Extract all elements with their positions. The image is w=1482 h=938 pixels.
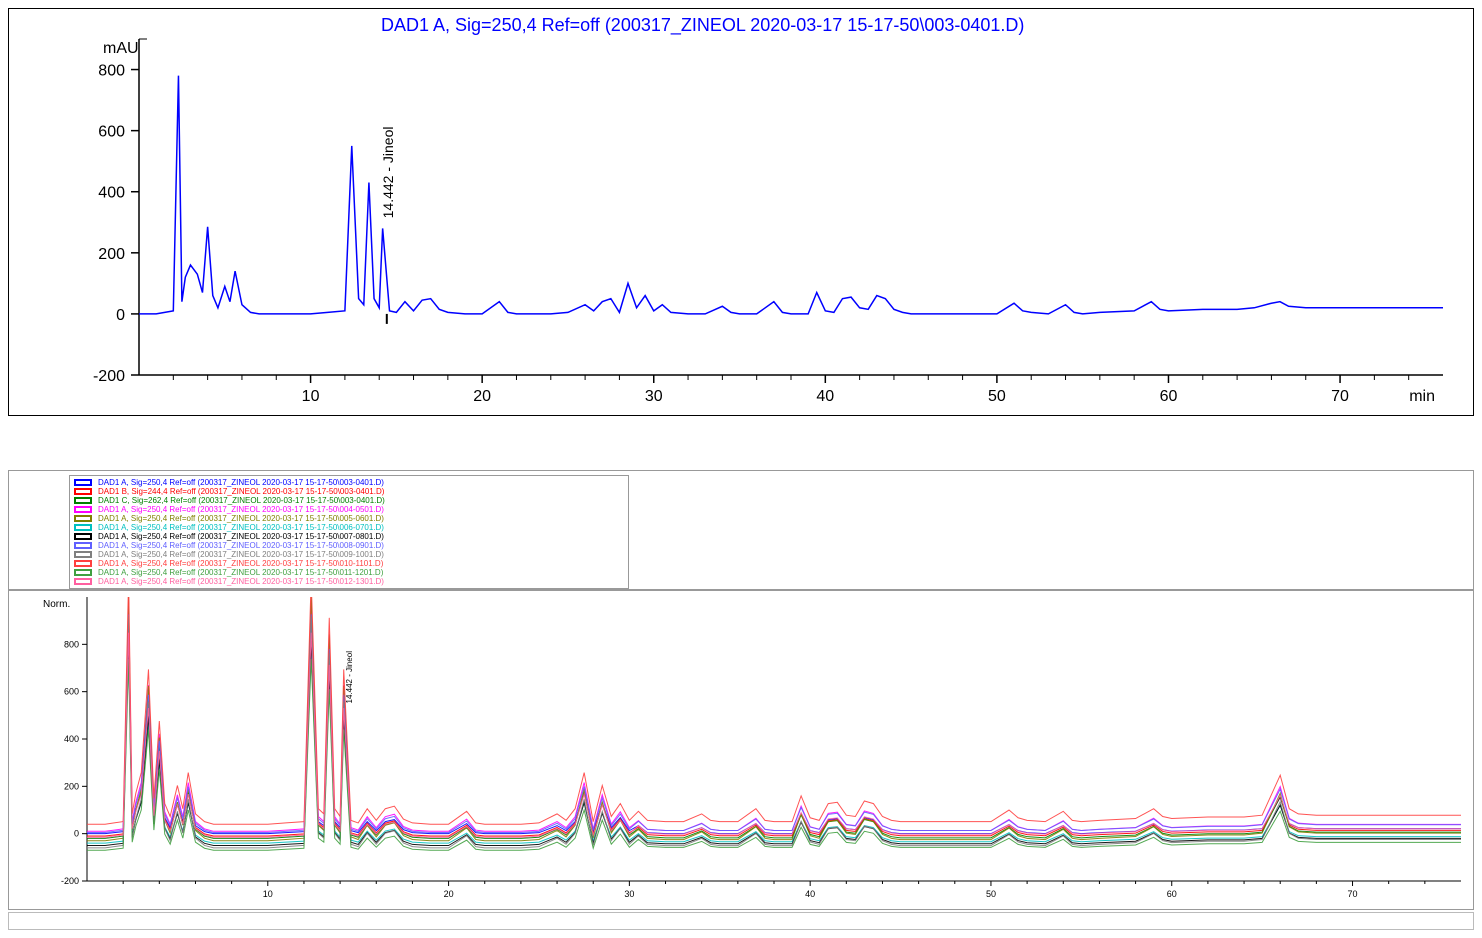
svg-text:70: 70 <box>1331 388 1349 405</box>
legend-swatch <box>74 506 92 513</box>
svg-text:50: 50 <box>986 889 996 899</box>
legend-row: DAD1 A, Sig=250,4 Ref=off (200317_ZINEOL… <box>74 541 624 550</box>
svg-text:-200: -200 <box>61 876 79 886</box>
bottom-chart-svg: -200 0 200 400 600 800 Norm. 10 20 30 40 50 60 70 14.4… <box>9 591 1473 909</box>
svg-text:-200: -200 <box>93 368 125 385</box>
legend-label: DAD1 A, Sig=250,4 Ref=off (200317_ZINEOL… <box>98 568 383 577</box>
svg-text:400: 400 <box>64 734 79 744</box>
svg-text:70: 70 <box>1348 889 1358 899</box>
legend-swatch <box>74 569 92 576</box>
legend-swatch <box>74 515 92 522</box>
svg-text:mAU: mAU <box>103 40 139 57</box>
svg-text:0: 0 <box>116 307 125 324</box>
legend-row: DAD1 A, Sig=250,4 Ref=off (200317_ZINEOL… <box>74 577 624 586</box>
legend-label: DAD1 A, Sig=250,4 Ref=off (200317_ZINEOL… <box>98 541 384 550</box>
legend-swatch <box>74 551 92 558</box>
legend-row: DAD1 A, Sig=250,4 Ref=off (200317_ZINEOL… <box>74 550 624 559</box>
legend-row: DAD1 A, Sig=250,4 Ref=off (200317_ZINEOL… <box>74 478 624 487</box>
legend-swatch <box>74 542 92 549</box>
top-chart-panel: DAD1 A, Sig=250,4 Ref=off (200317_ZINEOL… <box>8 8 1474 416</box>
svg-text:800: 800 <box>64 639 79 649</box>
legend-row: DAD1 C, Sig=262,4 Ref=off (200317_ZINEOL… <box>74 496 624 505</box>
legend-label: DAD1 A, Sig=250,4 Ref=off (200317_ZINEOL… <box>98 532 384 541</box>
legend-row: DAD1 A, Sig=250,4 Ref=off (200317_ZINEOL… <box>74 532 624 541</box>
svg-text:200: 200 <box>64 781 79 791</box>
legend-swatch <box>74 578 92 585</box>
svg-text:60: 60 <box>1167 889 1177 899</box>
legend-row: DAD1 A, Sig=250,4 Ref=off (200317_ZINEOL… <box>74 559 624 568</box>
svg-text:10: 10 <box>263 889 273 899</box>
svg-text:14.442 - Jineol: 14.442 - Jineol <box>380 127 396 219</box>
legend-row: DAD1 B, Sig=244,4 Ref=off (200317_ZINEOL… <box>74 487 624 496</box>
svg-text:DAD1 A, Sig=250,4 Ref=off (200: DAD1 A, Sig=250,4 Ref=off (200317_ZINEOL… <box>381 15 1024 36</box>
svg-text:10: 10 <box>302 388 320 405</box>
legend-label: DAD1 A, Sig=250,4 Ref=off (200317_ZINEOL… <box>98 559 383 568</box>
svg-text:min: min <box>1409 388 1435 405</box>
svg-text:30: 30 <box>645 388 663 405</box>
svg-text:600: 600 <box>64 687 79 697</box>
svg-text:600: 600 <box>98 124 125 141</box>
svg-text:30: 30 <box>624 889 634 899</box>
legend-label: DAD1 C, Sig=262,4 Ref=off (200317_ZINEOL… <box>98 496 385 505</box>
svg-text:800: 800 <box>98 63 125 80</box>
svg-text:60: 60 <box>1160 388 1178 405</box>
top-chart-svg: DAD1 A, Sig=250,4 Ref=off (200317_ZINEOL… <box>9 9 1473 415</box>
svg-text:200: 200 <box>98 246 125 263</box>
legend-label: DAD1 A, Sig=250,4 Ref=off (200317_ZINEOL… <box>98 514 384 523</box>
svg-text:50: 50 <box>988 388 1006 405</box>
legend-swatch <box>74 479 92 486</box>
legend-label: DAD1 A, Sig=250,4 Ref=off (200317_ZINEOL… <box>98 505 384 514</box>
legend-row: DAD1 A, Sig=250,4 Ref=off (200317_ZINEOL… <box>74 505 624 514</box>
svg-text:Norm.: Norm. <box>43 599 70 610</box>
legend-row: DAD1 A, Sig=250,4 Ref=off (200317_ZINEOL… <box>74 523 624 532</box>
legend-label: DAD1 A, Sig=250,4 Ref=off (200317_ZINEOL… <box>98 523 384 532</box>
bottom-legend-panel: DAD1 A, Sig=250,4 Ref=off (200317_ZINEOL… <box>8 470 1474 590</box>
legend-swatch <box>74 524 92 531</box>
bottom-strip <box>8 912 1474 930</box>
legend-swatch <box>74 488 92 495</box>
legend-swatch <box>74 533 92 540</box>
svg-text:0: 0 <box>74 829 79 839</box>
bottom-chart-panel: -200 0 200 400 600 800 Norm. 10 20 30 40 50 60 70 14.4… <box>8 590 1474 910</box>
svg-text:20: 20 <box>444 889 454 899</box>
legend-swatch <box>74 560 92 567</box>
legend-box: DAD1 A, Sig=250,4 Ref=off (200317_ZINEOL… <box>69 475 629 589</box>
legend-label: DAD1 A, Sig=250,4 Ref=off (200317_ZINEOL… <box>98 550 384 559</box>
svg-text:20: 20 <box>473 388 491 405</box>
legend-row: DAD1 A, Sig=250,4 Ref=off (200317_ZINEOL… <box>74 568 624 577</box>
svg-text:40: 40 <box>805 889 815 899</box>
svg-text:400: 400 <box>98 185 125 202</box>
svg-text:14.442 - Jineol: 14.442 - Jineol <box>345 651 354 704</box>
svg-text:40: 40 <box>816 388 834 405</box>
legend-row: DAD1 A, Sig=250,4 Ref=off (200317_ZINEOL… <box>74 514 624 523</box>
legend-label: DAD1 A, Sig=250,4 Ref=off (200317_ZINEOL… <box>98 577 384 586</box>
legend-label: DAD1 B, Sig=244,4 Ref=off (200317_ZINEOL… <box>98 487 384 496</box>
legend-label: DAD1 A, Sig=250,4 Ref=off (200317_ZINEOL… <box>98 478 384 487</box>
legend-swatch <box>74 497 92 504</box>
